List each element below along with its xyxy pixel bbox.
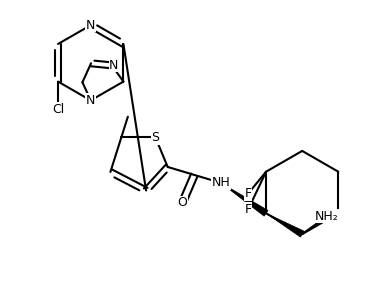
Text: NH₂: NH₂ — [315, 210, 339, 223]
Polygon shape — [221, 183, 268, 216]
Text: NH: NH — [212, 176, 230, 189]
Text: N: N — [109, 59, 118, 72]
Text: F: F — [244, 203, 252, 216]
Text: F: F — [244, 187, 252, 200]
Text: O: O — [178, 196, 187, 209]
Text: Cl: Cl — [52, 103, 64, 116]
Text: S: S — [152, 131, 159, 144]
Text: N: N — [86, 94, 96, 107]
Text: N: N — [86, 19, 96, 32]
Polygon shape — [266, 213, 304, 237]
